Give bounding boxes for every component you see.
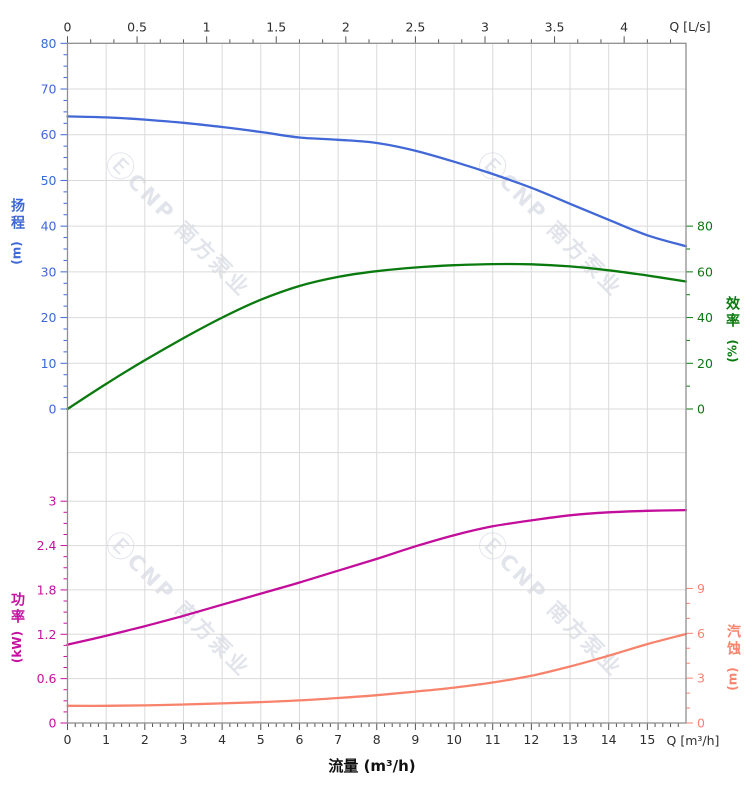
- power-axis-unit: (kW): [10, 630, 24, 664]
- npsh-axis-tick-label: 0: [697, 716, 705, 731]
- top-axis-tick-label: 3: [481, 19, 489, 34]
- power-axis-tick-label: 0: [49, 716, 57, 731]
- efficiency-axis-tick-label: 40: [697, 310, 713, 325]
- bottom-axis-tick-label: 7: [334, 732, 342, 747]
- head-axis-title: 扬程 (m): [6, 198, 28, 270]
- bottom-axis-tick-label: 13: [562, 732, 578, 747]
- npsh-curve: [66, 632, 688, 707]
- bottom-axis-tick-label: 10: [446, 732, 462, 747]
- bottom-axis-tick-label: 5: [257, 732, 265, 747]
- power-axis-tick-label: 1.8: [37, 582, 57, 597]
- bottom-axis-tick-label: 3: [179, 732, 187, 747]
- bottom-axis-tick-label: 12: [523, 732, 539, 747]
- npsh-axis-unit: (m): [726, 667, 741, 691]
- bottom-axis-tick-label: 4: [218, 732, 226, 747]
- bottom-axis-tick-label: 9: [411, 732, 419, 747]
- top-axis-tick-label: 1.5: [266, 19, 286, 34]
- top-axis-tick-label: 0.5: [127, 19, 147, 34]
- efficiency-axis-title-text: 效率: [724, 296, 740, 330]
- efficiency-axis-title: 效率 (%): [721, 296, 743, 368]
- head-axis-tick-label: 50: [41, 173, 57, 188]
- bottom-axis-tick-label: 6: [295, 732, 303, 747]
- head-axis-unit: (m): [10, 241, 25, 265]
- top-axis-tick-label: 0: [64, 19, 72, 34]
- top-axis-tick-label: 4: [620, 19, 628, 34]
- bottom-axis-unit-label: Q [m³/h]: [666, 733, 720, 748]
- top-axis-unit-label: Q [L/s]: [669, 19, 711, 34]
- bottom-axis-tick-label: 14: [601, 732, 617, 747]
- bottom-axis-tick-label: 11: [485, 732, 501, 747]
- top-axis-tick-label: 2.5: [405, 19, 425, 34]
- power-axis-tick-label: 0.6: [37, 671, 57, 686]
- npsh-axis-tick-label: 3: [697, 671, 705, 686]
- bottom-axis-tick-label: 2: [141, 732, 149, 747]
- npsh-axis-tick-label: 6: [697, 626, 705, 641]
- head-axis-tick-label: 30: [41, 264, 57, 279]
- top-axis-tick-label: 2: [342, 19, 350, 34]
- npsh-axis-tick-label: 9: [697, 581, 705, 596]
- bottom-axis-tick-label: 15: [639, 732, 655, 747]
- efficiency-axis-unit: (%): [725, 339, 739, 363]
- bottom-axis-tick-label: 0: [64, 732, 72, 747]
- head-axis-title-text: 扬程: [9, 198, 25, 232]
- top-axis-tick-label: 3.5: [545, 19, 565, 34]
- npsh-axis-title-text: 汽蚀: [725, 624, 741, 658]
- bottom-axis-tick-label: 1: [102, 732, 110, 747]
- efficiency-axis-tick-label: 20: [697, 356, 713, 371]
- power-curve: [66, 508, 688, 646]
- efficiency-axis-tick-label: 80: [697, 219, 713, 234]
- head-curve: [66, 115, 688, 248]
- flow-axis-title: 流量 (m³/h): [328, 757, 416, 775]
- power-axis-tick-label: 2.4: [37, 538, 57, 553]
- head-axis-tick-label: 40: [41, 219, 57, 234]
- bottom-axis-tick-label: 8: [373, 732, 381, 747]
- head-axis-tick-label: 20: [41, 310, 57, 325]
- head-axis-tick-label: 70: [41, 82, 57, 97]
- top-axis-tick-label: 1: [203, 19, 211, 34]
- head-axis-tick-label: 0: [49, 402, 57, 417]
- head-axis-tick-label: 80: [41, 36, 57, 51]
- head-axis-tick-label: 10: [41, 356, 57, 371]
- power-axis-tick-label: 1.2: [37, 627, 57, 642]
- power-axis-title-text: 功率: [9, 592, 25, 626]
- head-axis-tick-label: 60: [41, 127, 57, 142]
- power-axis-title: 功率 (kW): [6, 592, 28, 664]
- efficiency-axis-tick-label: 60: [697, 264, 713, 279]
- npsh-axis-title: 汽蚀 (m): [722, 624, 744, 696]
- plot-border: [66, 42, 687, 724]
- power-axis-tick-label: 3: [49, 494, 57, 509]
- efficiency-axis-tick-label: 0: [697, 402, 705, 417]
- efficiency-curve: [66, 262, 688, 411]
